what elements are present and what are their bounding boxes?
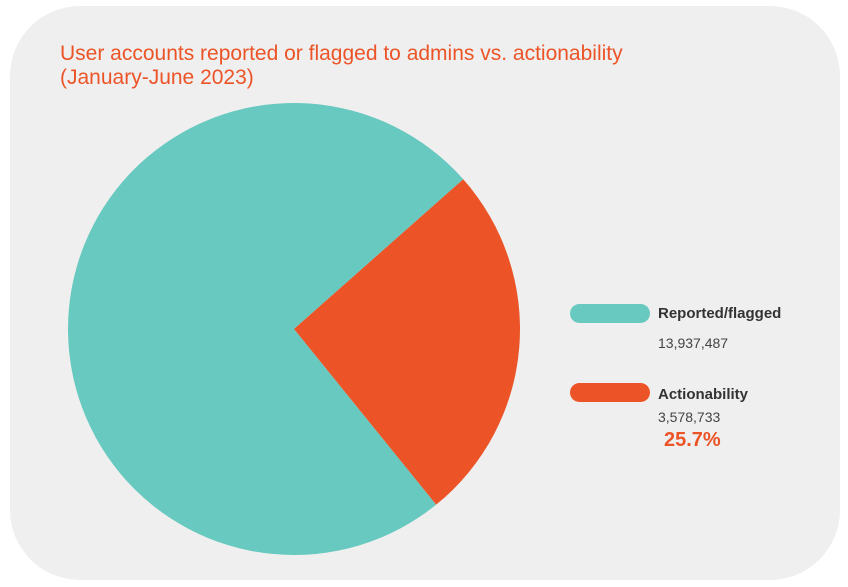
pie-slice-reported-flagged — [68, 102, 464, 556]
chart-title: User accounts reported or flagged to adm… — [60, 42, 780, 90]
pie-slice-actionability — [294, 179, 520, 505]
legend-percent-actionability: 25.7% — [664, 429, 721, 451]
legend-label-reported-flagged: Reported/flagged — [658, 305, 782, 322]
chart-subtitle: (January-June 2023) — [60, 66, 254, 89]
legend-swatch-actionability — [570, 383, 650, 402]
legend-value-reported-flagged: 13,937,487 — [658, 335, 729, 351]
legend-swatch-reported-flagged — [570, 304, 650, 323]
legend-value-actionability: 3,578,733 — [658, 409, 721, 425]
legend-label-actionability: Actionability — [658, 386, 749, 403]
chart-title-line: User accounts reported or flagged to adm… — [60, 42, 623, 65]
